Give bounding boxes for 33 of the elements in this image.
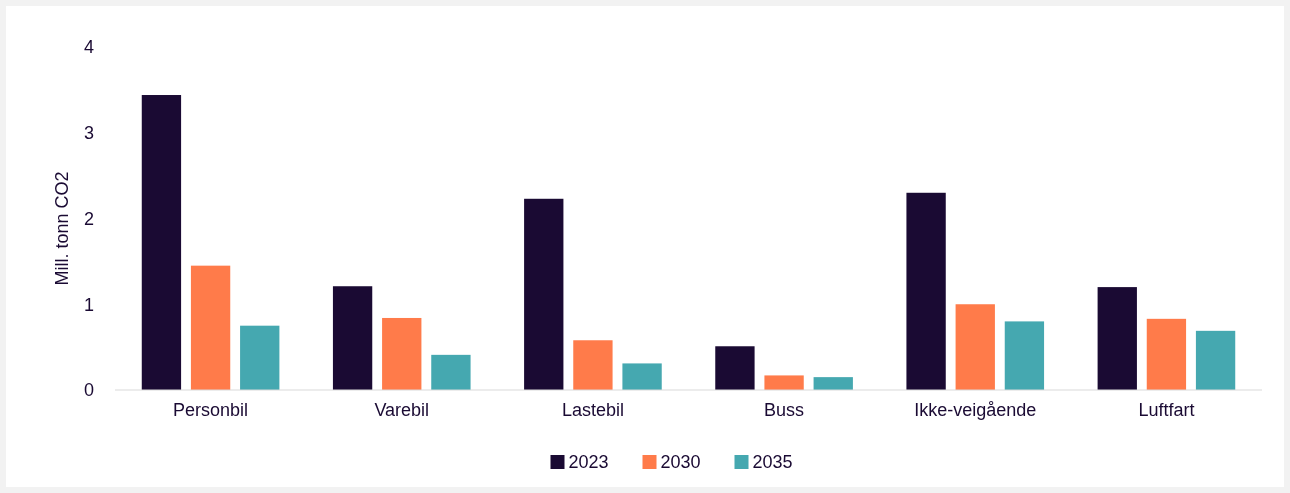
x-tick-label: Personbil [173,400,249,421]
y-axis-title: Mill. tonn CO2 [52,171,72,286]
bar [715,346,755,390]
bar [764,375,804,390]
bar [1004,321,1045,390]
x-tick-label: Lastebil [561,400,624,421]
bar [382,317,422,390]
bar [1146,318,1187,390]
bar [1195,330,1236,390]
bar [813,377,853,390]
bar [1097,287,1137,390]
bar [240,325,280,390]
bar [955,304,995,390]
y-tick-label: 2 [83,208,95,229]
bar [141,95,182,390]
y-tick-label: 4 [83,37,95,58]
y-tick-label: 1 [83,294,95,315]
legend-label: 2030 [660,452,701,473]
x-tick-label: Luftfart [1138,400,1195,421]
x-tick-label: Varebil [374,400,430,421]
y-tick-label: 3 [83,123,95,144]
x-tick-label: Ikke-veigående [914,400,1037,421]
bar [622,363,662,390]
bar [906,192,946,390]
bar [190,265,231,390]
bar [431,354,471,390]
legend-label: 2023 [568,452,609,473]
bar [573,340,613,390]
legend-label: 2035 [752,452,793,473]
bar [332,286,373,390]
y-tick-label: 0 [83,380,95,401]
bar [524,198,564,390]
x-tick-label: Buss [764,400,805,421]
